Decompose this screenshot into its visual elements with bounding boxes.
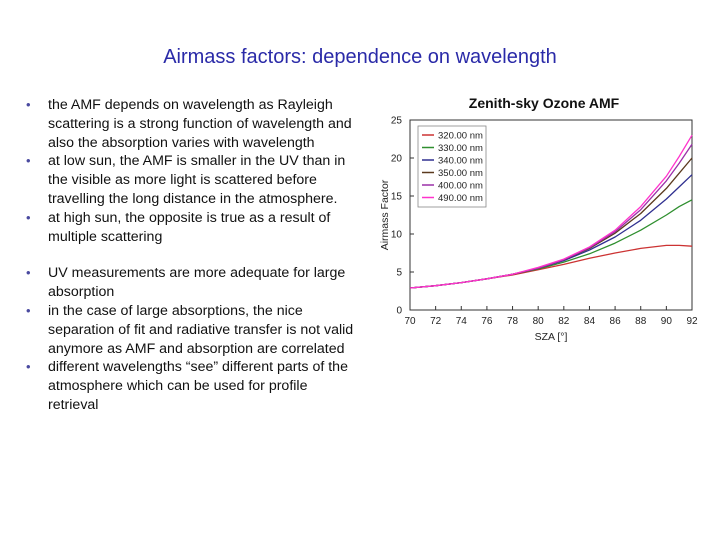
amf-line-chart: Zenith-sky Ozone AMF 70 72 74 76 78 80 82 84 86 8… xyxy=(379,95,698,343)
bullet-text: the AMF depends on wavelength as Rayleig… xyxy=(48,97,352,151)
bullet-icon: • xyxy=(26,209,31,225)
bullet-text: UV measurements are more adequate for la… xyxy=(48,265,346,301)
y-tick-label: 25 xyxy=(391,116,403,127)
legend-label: 400.00 nm xyxy=(438,181,483,192)
bullet-item: • in the case of large absorptions, the n… xyxy=(26,302,356,358)
x-tick-label: 90 xyxy=(661,316,673,327)
bullet-text: in the case of large absorptions, the ni… xyxy=(48,302,354,357)
x-tick-label: 80 xyxy=(533,316,545,327)
bullet-group-2: • UV measurements are more adequate for l… xyxy=(26,264,356,414)
x-tick-label: 74 xyxy=(456,316,468,327)
bullet-text: at high sun, the opposite is true as a r… xyxy=(48,209,331,245)
x-axis: 70 72 74 76 78 80 82 84 86 88 90 92 xyxy=(404,306,698,327)
y-tick-label: 5 xyxy=(396,268,402,279)
x-tick-label: 86 xyxy=(610,316,622,327)
x-tick-label: 84 xyxy=(584,316,596,327)
bullet-text: at low sun, the AMF is smaller in the UV… xyxy=(48,153,346,207)
series-lines xyxy=(409,134,693,289)
bullet-item: • UV measurements are more adequate for l… xyxy=(26,264,356,302)
series-line xyxy=(409,244,693,289)
y-tick-label: 10 xyxy=(391,230,403,241)
x-axis-label: SZA [°] xyxy=(535,331,568,343)
x-tick-label: 82 xyxy=(558,316,570,327)
legend-label: 320.00 nm xyxy=(438,131,483,142)
bullet-icon: • xyxy=(26,97,31,112)
bullet-text: different wavelengths “see” different pa… xyxy=(48,359,348,413)
slide-title: Airmass factors: dependence on wavelengt… xyxy=(163,46,557,68)
x-tick-label: 92 xyxy=(686,316,698,327)
legend-label: 350.00 nm xyxy=(438,168,483,179)
x-tick-label: 72 xyxy=(430,316,442,327)
y-tick-label: 0 xyxy=(396,306,402,317)
bullet-icon: • xyxy=(26,153,31,169)
x-tick-label: 78 xyxy=(507,316,519,327)
bullet-item: • at low sun, the AMF is smaller in the U… xyxy=(26,152,356,208)
bullet-group-1: • the AMF depends on wavelength as Raylei… xyxy=(26,96,356,246)
legend-label: 340.00 nm xyxy=(438,156,483,167)
legend-box xyxy=(417,125,487,208)
amf-chart-figure: Zenith-sky Ozone AMF 70 72 74 76 78 80 82 84 86 8… xyxy=(364,90,704,350)
bullet-item: • different wavelengths “see” different p… xyxy=(26,358,356,414)
bullet-icon: • xyxy=(26,359,31,375)
legend-label: 490.00 nm xyxy=(438,193,483,204)
plot-frame xyxy=(409,119,693,311)
x-tick-label: 70 xyxy=(404,316,416,327)
legend-label: 330.00 nm xyxy=(438,143,483,154)
y-tick-label: 20 xyxy=(391,154,403,165)
bullet-list: • the AMF depends on wavelength as Raylei… xyxy=(26,96,356,415)
bullet-icon: • xyxy=(26,265,31,281)
x-tick-label: 76 xyxy=(481,316,493,327)
bullet-item: • the AMF depends on wavelength as Raylei… xyxy=(26,96,356,152)
series-line xyxy=(409,134,693,289)
bullet-icon: • xyxy=(26,302,31,318)
y-axis: 0 5 10 15 20 25 xyxy=(391,116,414,317)
y-axis-label: Airmass Factor xyxy=(379,179,391,250)
x-tick-label: 88 xyxy=(635,316,647,327)
bullet-item: • at high sun, the opposite is true as a … xyxy=(26,209,356,247)
chart-title: Zenith-sky Ozone AMF xyxy=(469,95,620,111)
y-tick-label: 15 xyxy=(391,192,403,203)
